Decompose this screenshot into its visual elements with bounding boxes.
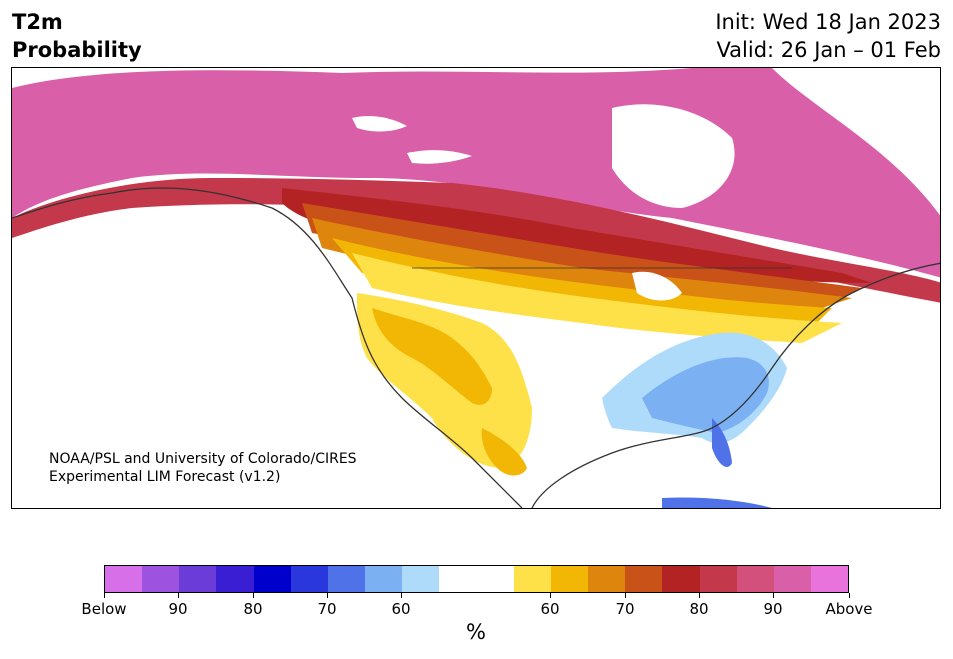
colorbar-cell bbox=[216, 566, 254, 592]
colorbar-tick-label: 80 bbox=[689, 600, 709, 618]
title-line-1: T2m bbox=[12, 10, 63, 34]
colorbar-cell bbox=[476, 566, 514, 592]
colorbar-tick-mark bbox=[849, 593, 850, 598]
forecast-dates: Init: Wed 18 Jan 2023 Valid: 26 Jan – 01… bbox=[715, 8, 941, 64]
colorbar-cell bbox=[773, 566, 811, 592]
colorbar-cell bbox=[327, 566, 366, 592]
band-70 bbox=[302, 203, 862, 303]
map-panel: NOAA/PSL and University of Colorado/CIRE… bbox=[11, 67, 941, 509]
title-line-2: Probability bbox=[12, 38, 142, 62]
coastline bbox=[12, 187, 940, 508]
colorbar-tick-label: 60 bbox=[540, 600, 560, 618]
band-90 bbox=[12, 178, 940, 303]
colorbar-tick-label: 90 bbox=[763, 600, 783, 618]
band-yellow bbox=[352, 253, 842, 343]
colorbar-tick-label: 60 bbox=[391, 600, 411, 618]
colorbar-tick-label: 70 bbox=[615, 600, 635, 618]
map-title: T2m Probability bbox=[12, 8, 142, 64]
mexico-gold bbox=[481, 428, 527, 476]
colorbar-cell bbox=[439, 566, 477, 592]
colorbar-cell bbox=[105, 566, 143, 592]
colorbar-tick-label: 80 bbox=[243, 600, 263, 618]
colorbar-cell bbox=[810, 566, 849, 592]
colorbar-tick-mark bbox=[178, 593, 179, 598]
colorbar-cell bbox=[290, 566, 328, 592]
southeast-blue bbox=[642, 357, 769, 433]
colorbar-cell bbox=[365, 566, 403, 592]
colorbar-tick-mark bbox=[253, 593, 254, 598]
colorbar-cell bbox=[662, 566, 700, 592]
southwest-gold bbox=[372, 308, 492, 405]
great-lakes bbox=[632, 271, 682, 301]
colorbar-cell bbox=[253, 566, 291, 592]
colorbar-tick-mark bbox=[104, 593, 105, 598]
hudson-bay bbox=[612, 104, 735, 208]
colorbar-tick-mark bbox=[550, 593, 551, 598]
colorbar-cell bbox=[402, 566, 440, 592]
colorbar-cell bbox=[625, 566, 663, 592]
colorbar-cell bbox=[550, 566, 589, 592]
colorbar-tick-label: 70 bbox=[317, 600, 337, 618]
colorbar-tick-mark bbox=[327, 593, 328, 598]
colorbar-cell bbox=[699, 566, 737, 592]
colorbar-unit: % bbox=[466, 620, 486, 644]
colorbar-cell bbox=[736, 566, 774, 592]
credit-text: NOAA/PSL and University of Colorado/CIRE… bbox=[49, 450, 357, 486]
great-bear-lake bbox=[352, 115, 407, 132]
colorbar-tick-mark bbox=[401, 593, 402, 598]
probability-map bbox=[12, 68, 940, 508]
colorbar-tick-mark bbox=[773, 593, 774, 598]
colorbar-cell bbox=[588, 566, 626, 592]
caribbean-blue bbox=[662, 497, 772, 508]
great-slave-lake bbox=[407, 150, 472, 164]
colorbar-cell bbox=[513, 566, 551, 592]
colorbar-tick-mark bbox=[699, 593, 700, 598]
init-date: Init: Wed 18 Jan 2023 bbox=[715, 10, 941, 34]
colorbar-tick-mark bbox=[625, 593, 626, 598]
credit-line-1: NOAA/PSL and University of Colorado/CIRE… bbox=[49, 451, 357, 467]
colorbar-tick-label: Above bbox=[825, 600, 873, 618]
colorbar bbox=[104, 565, 849, 593]
valid-range: Valid: 26 Jan – 01 Feb bbox=[716, 38, 941, 62]
colorbar-tick-label: 90 bbox=[168, 600, 188, 618]
band-gold bbox=[332, 238, 832, 328]
florida-blue bbox=[712, 418, 732, 468]
colorbar-cell bbox=[142, 566, 180, 592]
colorbar-cell bbox=[179, 566, 217, 592]
band-80 bbox=[282, 188, 872, 283]
credit-line-2: Experimental LIM Forecast (v1.2) bbox=[49, 469, 281, 485]
colorbar-tick-label: Below bbox=[81, 600, 127, 618]
